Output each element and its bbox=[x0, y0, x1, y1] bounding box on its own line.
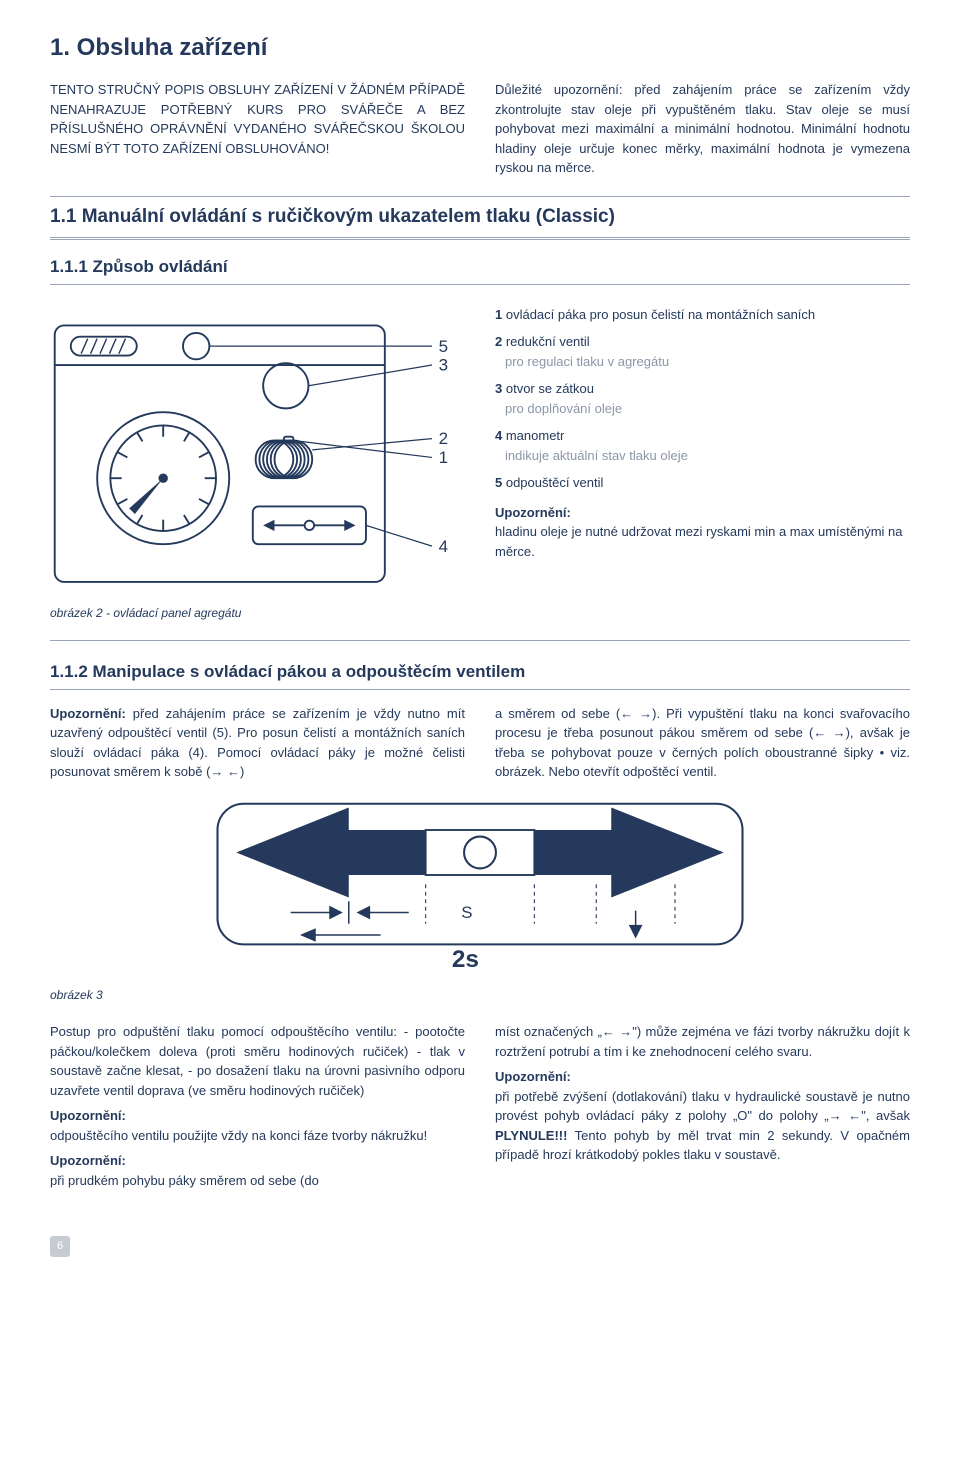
intro-left: TENTO STRUČNÝ POPIS OBSLUHY ZAŘÍZENÍ V Ž… bbox=[50, 80, 465, 178]
legend-block: 1 ovládací páka pro posun čelistí na mon… bbox=[495, 299, 910, 570]
leader-4: 4 bbox=[439, 536, 448, 555]
legend-item: 2 redukční ventilpro regulaci tlaku v ag… bbox=[495, 332, 910, 371]
diagram-2s-label: 2s bbox=[452, 946, 479, 973]
s112-columns: Upozornění: před zahájením práce se zaří… bbox=[50, 704, 910, 782]
legend-item: 4 manometrindikuje aktuální stav tlaku o… bbox=[495, 426, 910, 465]
section-1-1-1-title: 1.1.1 Způsob ovládání bbox=[50, 254, 910, 285]
diagram-s-label: S bbox=[461, 903, 472, 922]
arrow-diagram-wrap: S 2s bbox=[50, 800, 910, 978]
section-1-1-title: 1.1 Manuální ovládání s ručičkovým ukaza… bbox=[50, 203, 910, 232]
bottom-right: míst označených „← →") může zejména ve f… bbox=[495, 1022, 910, 1190]
bottom-columns: Postup pro odpuštění tlaku pomocí odpouš… bbox=[50, 1022, 910, 1190]
intro-columns: TENTO STRUČNÝ POPIS OBSLUHY ZAŘÍZENÍ V Ž… bbox=[50, 80, 910, 178]
arrow-caption: obrázek 3 bbox=[50, 986, 910, 1004]
s112-right: a směrem od sebe (← →). Při vypuštění tl… bbox=[495, 704, 910, 782]
panel-diagram-block: 5 3 2 1 4 obrázek 2 - ovládací panel agr… bbox=[50, 299, 465, 623]
leader-5: 5 bbox=[439, 336, 448, 355]
page-number-badge: 6 bbox=[50, 1236, 70, 1257]
panel-caption: obrázek 2 - ovládací panel agregátu bbox=[50, 604, 465, 622]
arrow-diagram-svg: S 2s bbox=[180, 800, 780, 978]
section-1-1-2-title: 1.1.2 Manipulace s ovládací pákou a odpo… bbox=[50, 659, 910, 690]
legend-item: 3 otvor se zátkoupro doplňování oleje bbox=[495, 379, 910, 418]
leader-2: 2 bbox=[439, 429, 448, 448]
section-1-1-rule: 1.1 Manuální ovládání s ručičkovým ukaza… bbox=[50, 196, 910, 241]
s112-left: Upozornění: před zahájením práce se zaří… bbox=[50, 704, 465, 782]
page-title: 1. Obsluha zařízení bbox=[50, 30, 910, 66]
leader-1: 1 bbox=[439, 448, 448, 467]
panel-and-legend: 5 3 2 1 4 obrázek 2 - ovládací panel agr… bbox=[50, 299, 910, 623]
leader-3: 3 bbox=[439, 355, 448, 374]
control-panel-svg: 5 3 2 1 4 bbox=[50, 299, 465, 591]
separator-1 bbox=[50, 640, 910, 641]
legend-item: 5 odpouštěcí ventil bbox=[495, 473, 910, 493]
legend-item: 1 ovládací páka pro posun čelistí na mon… bbox=[495, 305, 910, 325]
note-body-1: hladinu oleje je nutné udržovat mezi rys… bbox=[495, 522, 910, 561]
bottom-left: Postup pro odpuštění tlaku pomocí odpouš… bbox=[50, 1022, 465, 1190]
note-head-1: Upozornění: bbox=[495, 505, 571, 520]
intro-right: Důležité upozornění: před zahájením prác… bbox=[495, 80, 910, 178]
